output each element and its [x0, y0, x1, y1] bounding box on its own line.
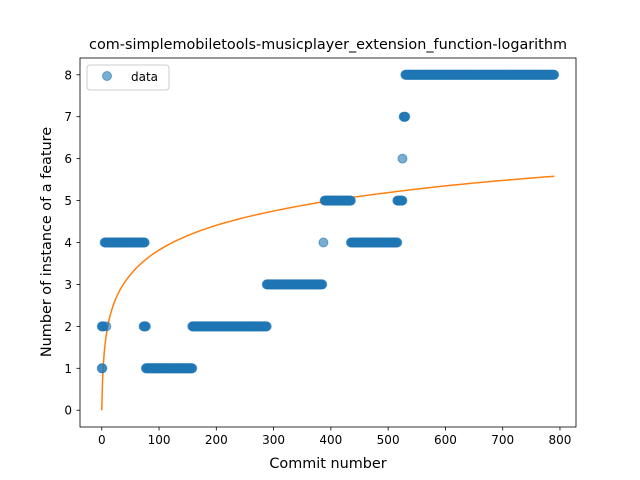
y-tick-label: 5 [64, 194, 72, 208]
legend: data [86, 64, 170, 91]
data-point [187, 363, 198, 374]
x-tick-label: 500 [377, 433, 400, 447]
point-group [96, 363, 108, 374]
point-group [318, 237, 329, 248]
points-layer [96, 69, 560, 374]
legend-label-data: data [131, 70, 158, 84]
data-point [397, 153, 408, 164]
x-tick-label: 100 [148, 433, 171, 447]
chart-title: com-simplemobiletools-musicplayer_extens… [89, 37, 567, 53]
data-point [101, 321, 112, 332]
y-axis-label: Number of instance of a feature [39, 127, 55, 357]
y-tick-label: 0 [64, 404, 72, 418]
y-tick-label: 2 [64, 320, 72, 334]
point-group [392, 195, 408, 206]
x-tick-label: 700 [491, 433, 514, 447]
x-tick-label: 300 [262, 433, 285, 447]
point-group [261, 279, 328, 290]
x-tick-label: 600 [434, 433, 457, 447]
point-group [319, 195, 356, 206]
point-group [345, 237, 403, 248]
y-tick-label: 8 [64, 68, 72, 82]
point-group [138, 321, 151, 332]
y-tick-label: 1 [64, 362, 72, 376]
data-point [261, 321, 272, 332]
fit-line [101, 175, 555, 411]
x-ticks: 0 100 200 300 400 500 600 700 800 [98, 427, 571, 447]
y-tick-label: 3 [64, 278, 72, 292]
data-point [400, 111, 411, 122]
point-group [140, 363, 198, 374]
y-tick-label: 4 [64, 236, 72, 250]
data-point [140, 321, 151, 332]
point-group [397, 153, 408, 164]
data-point [345, 195, 356, 206]
data-point [318, 237, 329, 248]
x-tick-label: 800 [549, 433, 572, 447]
point-group [398, 111, 411, 122]
point-group [101, 321, 112, 332]
x-axis-label: Commit number [269, 456, 386, 472]
data-point [549, 69, 560, 80]
fit-layer [101, 175, 555, 411]
data-point [392, 237, 403, 248]
data-point [317, 279, 328, 290]
y-tick-label: 7 [64, 110, 72, 124]
point-group [187, 321, 272, 332]
point-group [99, 237, 150, 248]
y-ticks: 0 1 2 3 4 5 6 7 8 [64, 68, 80, 418]
data-point [97, 363, 108, 374]
x-tick-label: 400 [319, 433, 342, 447]
point-group [400, 69, 560, 80]
x-tick-label: 0 [98, 433, 106, 447]
y-tick-label: 6 [64, 152, 72, 166]
legend-marker-data [102, 71, 112, 81]
x-tick-label: 200 [205, 433, 228, 447]
data-point [139, 237, 150, 248]
data-point [397, 195, 408, 206]
